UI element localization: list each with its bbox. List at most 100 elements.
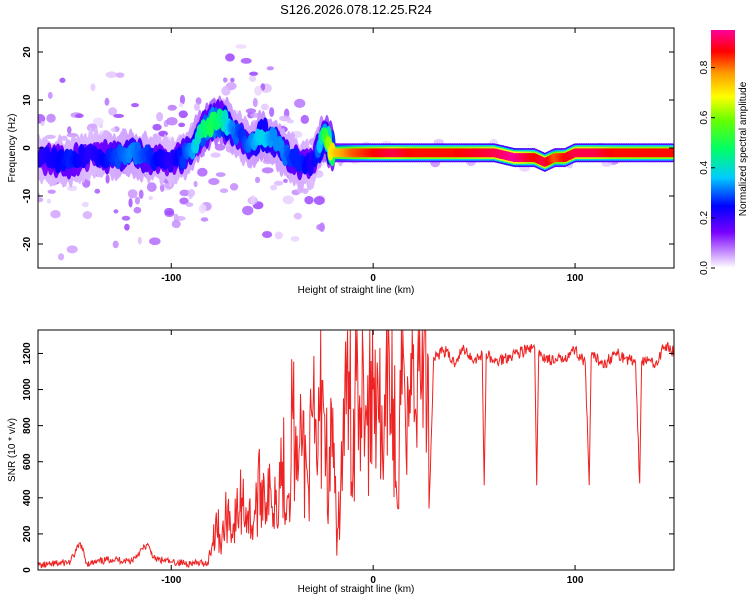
- colorbar-gradient: [711, 30, 735, 268]
- heatmap-noise-blob: [171, 219, 181, 229]
- snr-series-line: [38, 330, 674, 569]
- heatmap-noise-blob: [316, 223, 325, 231]
- heatmap-noise-blob: [193, 103, 200, 111]
- heatmap-noise-blob: [110, 127, 117, 132]
- heatmap-noise-blob: [293, 212, 302, 220]
- heatmap-x-ticks: -100 0 100: [161, 28, 584, 284]
- snr-y-tick-label: 0: [22, 567, 33, 573]
- heatmap-noise-blob: [75, 113, 84, 118]
- heatmap-noise-blob: [59, 77, 66, 83]
- heatmap-noise-blob: [195, 97, 202, 105]
- snr-panel: -100 0 100 0 200 400 600 800 1000 1200 Height of…: [7, 329, 675, 595]
- colorbar-label: Normalized spectral amplitude: [738, 81, 749, 216]
- heatmap-noise-blob: [260, 83, 266, 91]
- chart-title: S126.2026.078.12.25.R24: [280, 2, 432, 17]
- heatmap-noise-blob: [198, 204, 207, 214]
- heatmap-noise-blob: [45, 134, 56, 139]
- heatmap-noise-blob: [300, 114, 310, 124]
- snr-x-tick-label: -100: [161, 575, 181, 586]
- heatmap-noise-blob: [185, 202, 194, 207]
- heatmap-noise-blob: [152, 123, 162, 131]
- heatmap-x-tick-label: -100: [161, 273, 181, 284]
- heatmap-noise-blob: [94, 188, 101, 194]
- heatmap-noise-blob: [269, 107, 275, 118]
- heatmap-noise-blob: [260, 103, 269, 111]
- heatmap-noise-blob: [225, 53, 235, 62]
- heatmap-noise-blob: [40, 120, 45, 127]
- snr-y-tick-label: 400: [22, 489, 33, 506]
- heatmap-noise-blob: [270, 184, 278, 191]
- heatmap-noise-blob: [66, 185, 78, 192]
- snr-y-tick-label: 200: [22, 525, 33, 542]
- heatmap-noise-blob: [113, 209, 119, 214]
- heatmap-noise-blob: [250, 195, 256, 206]
- snr-marks: [38, 330, 674, 569]
- heatmap-noise-blob: [290, 236, 300, 242]
- heatmap-noise-blob: [214, 143, 226, 151]
- snr-y-axis-label: SNR (10 * v/v): [7, 418, 18, 482]
- heatmap-noise-blob: [81, 201, 89, 208]
- heatmap-noise-blob: [282, 195, 294, 205]
- heatmap-noise-blob: [57, 253, 65, 261]
- heatmap-noise-blob: [133, 206, 142, 214]
- heatmap-noise-blob: [131, 103, 139, 108]
- heatmap-noise-blob: [242, 205, 254, 216]
- snr-x-ticks: -100 0 100: [161, 330, 584, 586]
- heatmap-noise-blob: [115, 72, 125, 78]
- colorbar-tick-label: 0.2: [699, 211, 710, 225]
- heatmap-noise-blob: [158, 130, 168, 137]
- heatmap-x-tick-label: 100: [567, 273, 584, 284]
- snr-x-axis-label: Height of straight line (km): [298, 584, 415, 595]
- snr-x-tick-label: 100: [567, 575, 584, 586]
- heatmap-noise-blob: [249, 75, 257, 82]
- snr-frame: [37, 329, 675, 571]
- heatmap-noise-blob: [66, 132, 79, 138]
- heatmap-noise-blob: [179, 94, 186, 105]
- heatmap-noise-blob: [148, 196, 153, 201]
- heatmap-noise-blob: [254, 176, 261, 184]
- heatmap-noise-blob: [127, 189, 138, 199]
- heatmap-noise-blob: [313, 196, 325, 205]
- heatmap-noise-blob: [200, 217, 209, 222]
- heatmap-noise-blob: [193, 180, 198, 188]
- colorbar: 0.0 0.2 0.4 0.6 0.8 Normalized spectral ampl…: [699, 30, 749, 275]
- heatmap-noise-blob: [146, 182, 157, 192]
- heatmap-noise-blob: [179, 189, 190, 197]
- heatmap-y-tick-label: -10: [22, 188, 33, 203]
- heatmap-noise-blob: [301, 188, 309, 194]
- heatmap-noise-blob: [197, 167, 208, 177]
- heatmap-noise-blob: [46, 198, 52, 204]
- colorbar-tick-label: 0.6: [699, 110, 710, 124]
- heatmap-noise-blob: [104, 97, 110, 106]
- heatmap-noise-blob: [164, 207, 175, 216]
- heatmap-noise-blob: [273, 180, 284, 186]
- snr-x-tick-label: 0: [370, 575, 376, 586]
- heatmap-noise-blob: [174, 216, 186, 221]
- heatmap-noise-blob: [261, 167, 274, 174]
- heatmap-noise-blob: [240, 57, 252, 64]
- heatmap-x-tick-label: 0: [370, 273, 376, 284]
- heatmap-noise-blob: [178, 110, 188, 119]
- heatmap-noise-blob: [222, 77, 228, 83]
- heatmap-noise-blob: [215, 172, 226, 177]
- heatmap-noise-blob: [252, 97, 258, 108]
- heatmap-noise-blob: [46, 113, 56, 123]
- heatmap-noise-blob: [219, 188, 229, 194]
- heatmap-noise-blob: [254, 85, 262, 96]
- heatmap-noise-blob: [90, 83, 96, 92]
- heatmap-noise-blob: [266, 66, 274, 71]
- heatmap-noise-blob: [221, 86, 231, 96]
- heatmap-noise-blob: [92, 117, 104, 126]
- heatmap-ridge-cell: [668, 148, 674, 158]
- heatmap-marks: [38, 44, 674, 261]
- heatmap-noise-blob: [274, 231, 283, 240]
- heatmap-y-tick-label: 10: [22, 94, 33, 106]
- heatmap-noise-blob: [128, 198, 133, 208]
- heatmap-noise-blob: [50, 210, 61, 219]
- heatmap-y-tick-label: 0: [22, 145, 33, 151]
- heatmap-noise-blob: [47, 91, 53, 99]
- heatmap-noise-blob: [108, 107, 118, 116]
- heatmap-noise-blob: [124, 223, 130, 231]
